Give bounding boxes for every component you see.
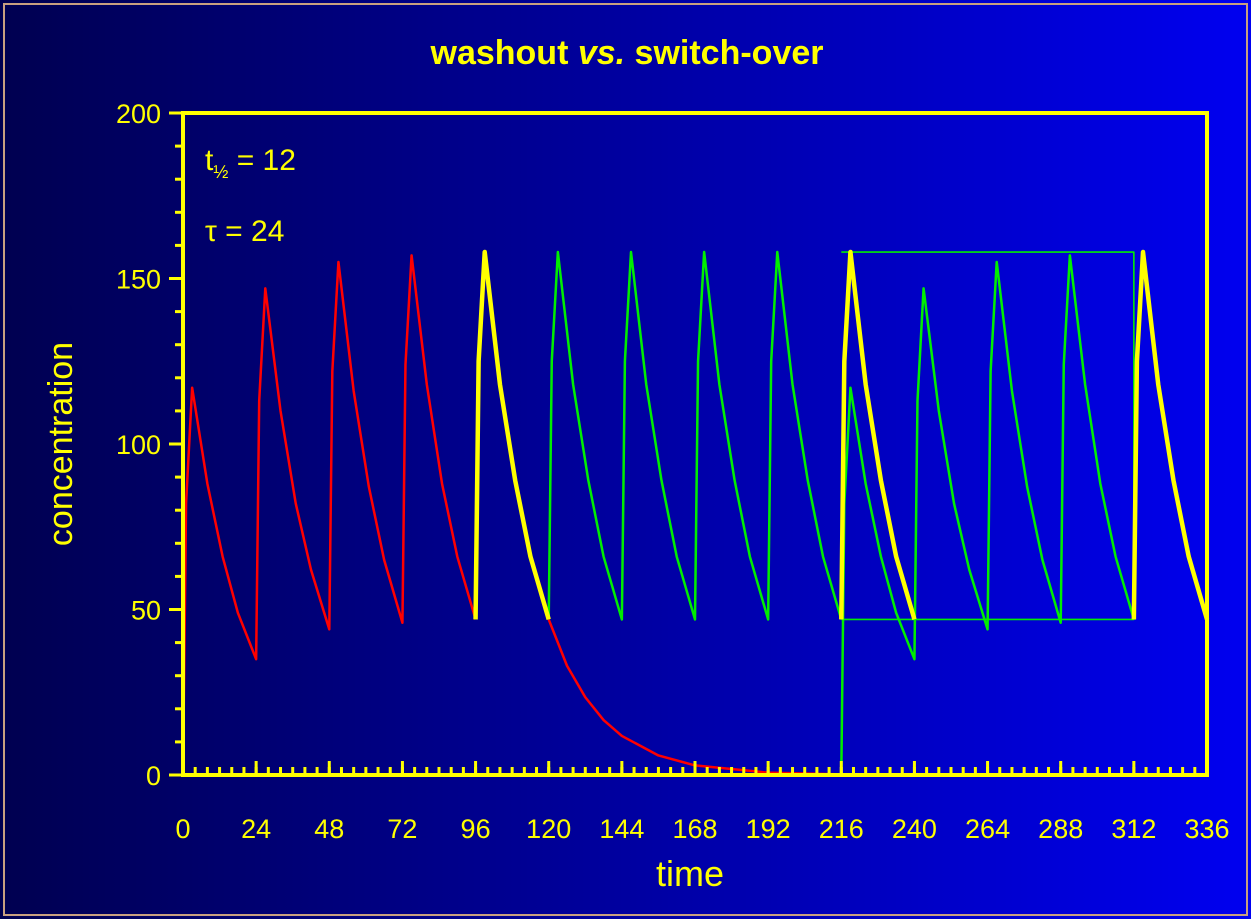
y-axis-label: concentration: [42, 342, 80, 546]
x-tick-label: 96: [461, 814, 491, 844]
x-axis-label: time: [656, 853, 724, 894]
frame: [3, 3, 1248, 916]
y-tick-label: 100: [116, 430, 161, 460]
annotation-part: t: [205, 144, 214, 177]
y-tick-label: 50: [131, 596, 161, 626]
x-tick-label: 24: [241, 814, 271, 844]
x-tick-label: 288: [1038, 814, 1083, 844]
x-tick-label: 312: [1111, 814, 1156, 844]
annotation: τ = 24: [205, 215, 284, 248]
title-part: switch-over: [625, 34, 823, 72]
y-tick-label: 200: [116, 99, 161, 129]
series-line: [547, 250, 843, 621]
x-tick-label: 336: [1184, 814, 1229, 844]
x-tick-label: 264: [965, 814, 1010, 844]
x-tick-label: 72: [387, 814, 417, 844]
annotation-part: ½: [213, 162, 228, 182]
x-tick-label: 144: [599, 814, 644, 844]
title-part: vs.: [578, 34, 625, 72]
series-line: [840, 254, 1136, 776]
x-tick-label: 216: [819, 814, 864, 844]
title-part: washout: [430, 34, 578, 72]
x-tick-label: 192: [746, 814, 791, 844]
x-tick-label: 0: [175, 814, 190, 844]
annotation-part: = 12: [228, 144, 296, 177]
plot-area: 0 50 100 150 200 0 24 48 72 96 120 144 168 192 216 240 2…: [116, 99, 1230, 844]
series-line: [473, 249, 1210, 621]
y-tick-label: 0: [146, 761, 161, 791]
x-tick-label: 168: [672, 814, 717, 844]
chart-title: washout vs. switch-over: [430, 34, 824, 72]
x-tick-label: 240: [892, 814, 937, 844]
annotation: t½ = 12: [205, 144, 296, 182]
x-tick-label: 48: [314, 814, 344, 844]
x-tick-label: 120: [526, 814, 571, 844]
y-tick-label: 150: [116, 265, 161, 295]
